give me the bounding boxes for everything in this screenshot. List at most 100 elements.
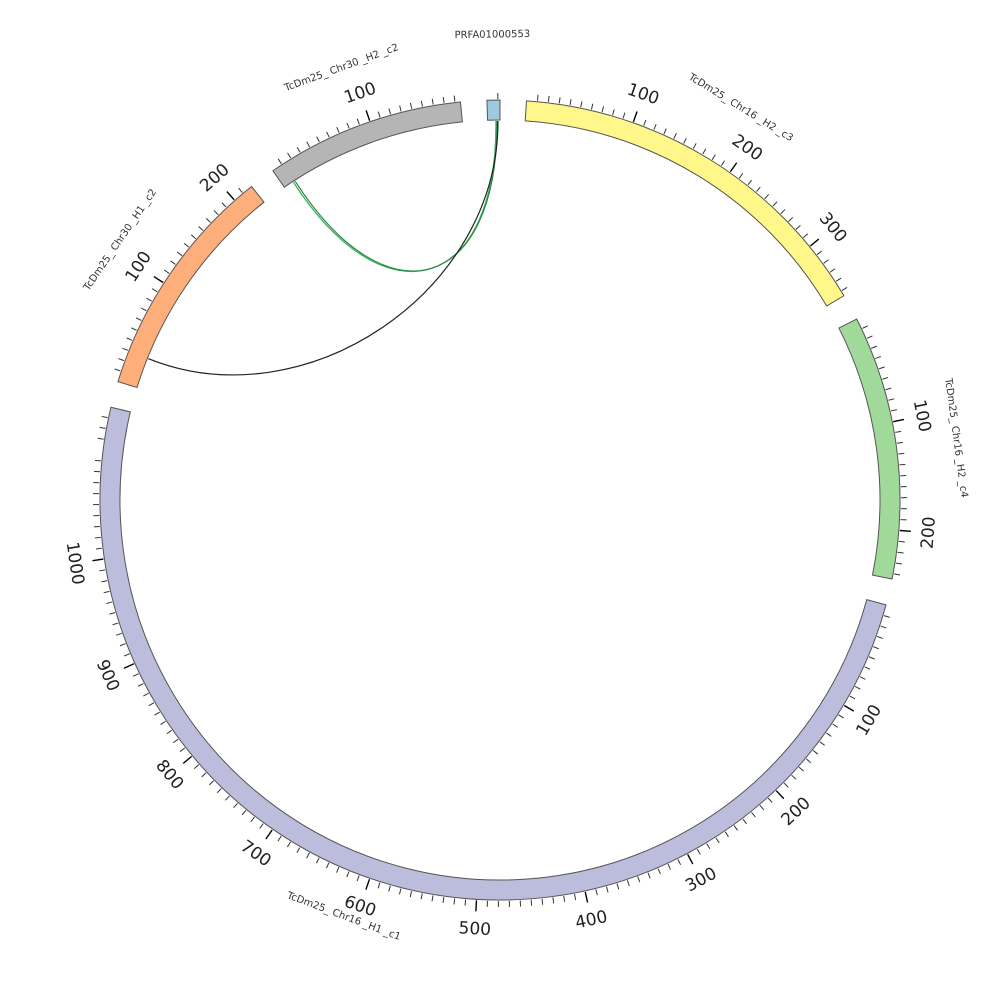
tick-label: 100: [122, 248, 156, 286]
major-tick: [475, 900, 478, 912]
minor-tick: [442, 96, 445, 103]
minor-tick: [677, 859, 682, 865]
minor-tick: [183, 242, 190, 248]
minor-tick: [595, 889, 598, 896]
minor-tick: [209, 780, 214, 786]
major-tick: [893, 418, 905, 423]
minor-tick: [114, 368, 121, 372]
tick-label: 400: [573, 907, 609, 933]
minor-tick: [895, 562, 903, 565]
minor-tick: [895, 430, 902, 433]
minor-tick: [838, 714, 844, 719]
major-tick: [182, 755, 193, 764]
minor-tick: [767, 797, 773, 803]
minor-tick: [233, 802, 238, 809]
minor-tick: [431, 98, 434, 105]
tick-label: 900: [92, 657, 124, 695]
minor-tick: [126, 337, 133, 341]
major-tick: [632, 111, 638, 123]
segments-layer: [99, 99, 901, 901]
minor-tick: [605, 886, 609, 893]
minor-tick: [854, 685, 861, 690]
minor-tick: [747, 179, 753, 186]
minor-tick: [647, 872, 651, 879]
minor-tick: [896, 441, 903, 444]
major-tick: [123, 663, 135, 669]
minor-tick: [356, 118, 360, 125]
minor-tick: [398, 888, 402, 895]
segment-label-prfa: PRFA01000553: [455, 29, 531, 41]
minor-tick: [286, 841, 291, 848]
minor-tick: [882, 376, 889, 380]
minor-tick: [420, 893, 423, 900]
minor-tick: [296, 146, 301, 153]
minor-tick: [878, 366, 885, 370]
minor-tick: [898, 452, 905, 455]
minor-tick: [835, 277, 842, 282]
minor-tick: [653, 123, 657, 130]
minor-tick: [346, 122, 350, 129]
minor-tick: [880, 625, 887, 629]
minor-tick: [325, 862, 330, 869]
minor-tick: [137, 683, 144, 687]
minor-tick: [783, 782, 789, 788]
segment-chr16-h2-c3: [524, 100, 845, 307]
minor-tick: [356, 875, 360, 882]
minor-tick: [871, 345, 877, 349]
minor-tick: [176, 251, 183, 257]
minor-tick: [612, 109, 615, 116]
minor-tick: [724, 831, 729, 838]
minor-tick: [657, 868, 661, 875]
minor-tick: [780, 209, 786, 215]
minor-tick: [616, 883, 620, 890]
segment-chr30-h2-c2: [272, 101, 463, 188]
tick-label: 300: [682, 864, 720, 897]
minor-tick: [388, 885, 391, 892]
minor-tick: [673, 133, 677, 139]
minor-tick: [179, 747, 186, 752]
minor-tick: [163, 269, 170, 274]
minor-tick: [580, 101, 583, 108]
major-tick: [729, 162, 738, 173]
minor-tick: [819, 741, 825, 746]
minor-tick: [431, 895, 434, 902]
minor-tick: [99, 426, 106, 429]
minor-tick: [795, 225, 801, 230]
tick-label: 1000: [62, 541, 88, 587]
minor-tick: [552, 897, 555, 904]
minor-tick: [146, 297, 152, 302]
minor-tick: [637, 876, 641, 883]
minor-tick: [315, 857, 320, 864]
minor-tick: [166, 729, 173, 735]
minor-tick: [590, 103, 594, 110]
links-layer: [148, 121, 499, 376]
minor-tick: [862, 325, 869, 329]
minor-tick: [899, 463, 906, 466]
link-prfa-chr30-h2-c2: [294, 121, 498, 272]
segment-label-chr16-h1-c1: TcDm25_ Chr16 _H1 _c1: [284, 890, 402, 943]
minor-tick: [388, 108, 392, 115]
minor-tick: [866, 335, 873, 339]
minor-tick: [738, 173, 744, 179]
minor-tick: [841, 287, 848, 291]
tick-label: 300: [815, 209, 851, 247]
major-tick: [226, 191, 235, 201]
minor-tick: [574, 893, 577, 901]
minor-tick: [772, 201, 778, 207]
minor-tick: [112, 622, 119, 626]
minor-tick: [135, 317, 142, 321]
minor-tick: [306, 141, 311, 148]
minor-tick: [453, 95, 456, 102]
minor-tick: [798, 766, 804, 772]
major-tick: [365, 878, 371, 890]
tick-label: 500: [458, 918, 492, 940]
minor-tick: [823, 259, 829, 264]
major-tick: [843, 704, 855, 712]
minor-tick: [154, 711, 160, 716]
minor-tick: [241, 809, 247, 816]
tick-label: 200: [728, 131, 766, 166]
segment-label-chr16-h2-c4: TcDm25_ Chr16 _H2 _c4: [942, 377, 969, 499]
minor-tick: [118, 358, 125, 362]
segment-chr16-h2-c4: [838, 318, 901, 580]
